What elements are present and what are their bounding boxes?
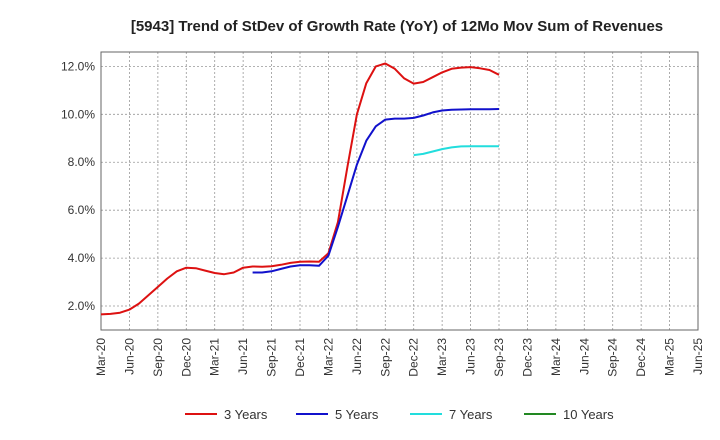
x-tick-label: Sep-23 xyxy=(492,338,506,377)
x-tick-label: Dec-20 xyxy=(179,338,193,377)
x-tick-label: Sep-24 xyxy=(606,338,620,377)
legend: 3 Years 5 Years 7 Years 10 Years xyxy=(185,407,614,422)
x-tick-label: Dec-23 xyxy=(520,338,534,377)
x-tick-label: Dec-24 xyxy=(634,338,648,377)
y-tick-label: 12.0% xyxy=(61,59,95,73)
x-tick-label: Dec-22 xyxy=(407,338,421,377)
grid xyxy=(101,52,698,330)
x-tick-label: Mar-23 xyxy=(435,338,449,376)
y-tick-label: 10.0% xyxy=(61,107,95,121)
series-layer xyxy=(100,62,500,316)
x-tick-label: Sep-22 xyxy=(378,338,392,377)
x-axis: Mar-20 Jun-20 Sep-20 Dec-20 Mar-21 Jun-21 Sep-… xyxy=(94,338,705,377)
legend-label-3-years: 3 Years xyxy=(224,407,268,422)
x-tick-label: Jun-24 xyxy=(577,338,591,375)
legend-label-5-years: 5 Years xyxy=(335,407,379,422)
plot-frame xyxy=(100,51,699,331)
x-tick-label: Mar-24 xyxy=(549,338,563,376)
x-tick-label: Jun-21 xyxy=(236,338,250,375)
y-axis: 2.0% 4.0% 6.0% 8.0% 10.0% 12.0% xyxy=(61,59,95,313)
x-tick-label: Jun-22 xyxy=(350,338,364,375)
x-tick-label: Mar-20 xyxy=(94,338,108,376)
y-tick-label: 2.0% xyxy=(68,299,96,313)
legend-label-10-years: 10 Years xyxy=(563,407,614,422)
series-line-7-years xyxy=(413,145,499,157)
x-tick-label: Jun-23 xyxy=(464,338,478,375)
x-tick-label: Dec-21 xyxy=(293,338,307,377)
series-line-3-years xyxy=(100,62,500,316)
x-tick-label: Mar-21 xyxy=(208,338,222,376)
y-tick-label: 8.0% xyxy=(68,155,96,169)
chart-title: [5943] Trend of StDev of Growth Rate (Yo… xyxy=(131,18,663,35)
y-tick-label: 6.0% xyxy=(68,203,96,217)
legend-label-7-years: 7 Years xyxy=(449,407,493,422)
x-tick-label: Jun-25 xyxy=(691,338,705,375)
series-line-5-years xyxy=(252,108,500,274)
x-tick-label: Sep-21 xyxy=(265,338,279,377)
x-tick-label: Jun-20 xyxy=(122,338,136,375)
y-tick-label: 4.0% xyxy=(68,251,96,265)
x-tick-label: Mar-22 xyxy=(321,338,335,376)
x-tick-label: Sep-20 xyxy=(151,338,165,377)
x-tick-label: Mar-25 xyxy=(663,338,677,376)
